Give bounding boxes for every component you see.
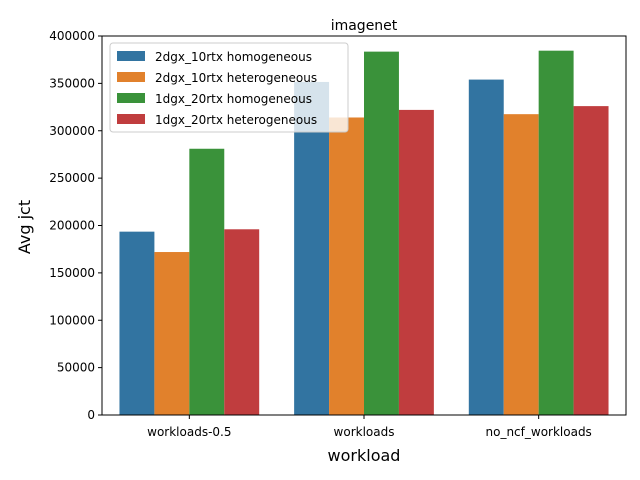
x-tick-label: workloads bbox=[334, 425, 395, 439]
x-tick-label: workloads-0.5 bbox=[147, 425, 231, 439]
y-axis: 0 50000 100000 150000 200000 250000 300000 3500… bbox=[49, 29, 102, 422]
x-tick-label: no_ncf_workloads bbox=[486, 425, 592, 439]
bar-1-1 bbox=[329, 117, 364, 416]
legend-label: 2dgx_10rtx homogeneous bbox=[155, 50, 312, 64]
bar-2-0 bbox=[189, 148, 225, 415]
legend-label: 1dgx_20rtx homogeneous bbox=[155, 92, 312, 106]
legend-box bbox=[109, 42, 349, 133]
legend-swatch bbox=[117, 51, 145, 61]
bar-0-0 bbox=[119, 231, 155, 415]
y-tick-label: 300000 bbox=[49, 124, 95, 138]
bar-3-1 bbox=[398, 109, 434, 415]
bar-1-2 bbox=[503, 114, 539, 415]
y-tick-label: 350000 bbox=[49, 76, 95, 90]
legend: 2dgx_10rtx homogeneous 2dgx_10rtx heterog… bbox=[109, 42, 349, 133]
bar-3-0 bbox=[224, 229, 260, 415]
y-tick-label: 100000 bbox=[49, 313, 95, 327]
y-tick-label: 250000 bbox=[49, 171, 95, 185]
bar-2-1 bbox=[364, 51, 399, 415]
chart-title: imagenet bbox=[331, 18, 398, 34]
bar-3-2 bbox=[573, 106, 609, 416]
y-tick-label: 50000 bbox=[57, 361, 95, 375]
y-axis-title: Avg jct bbox=[15, 200, 34, 254]
bars-group bbox=[119, 50, 609, 416]
y-tick-label: 200000 bbox=[49, 219, 95, 233]
legend-swatch bbox=[117, 72, 145, 82]
y-tick-label: 150000 bbox=[49, 266, 95, 280]
bar-2-2 bbox=[538, 50, 574, 415]
x-axis: workloads-0.5 workloads no_ncf_workloads bbox=[147, 415, 592, 439]
y-tick-label: 400000 bbox=[49, 29, 95, 43]
bar-0-2 bbox=[468, 79, 504, 416]
legend-label: 2dgx_10rtx heterogeneous bbox=[155, 71, 317, 85]
legend-label: 1dgx_20rtx heterogeneous bbox=[155, 113, 317, 127]
bar-0-1 bbox=[294, 81, 330, 416]
x-axis-title: workload bbox=[328, 446, 401, 465]
legend-swatch bbox=[117, 93, 145, 103]
legend-swatch bbox=[117, 114, 145, 124]
bar-1-0 bbox=[154, 252, 190, 415]
y-tick-label: 0 bbox=[87, 408, 95, 422]
